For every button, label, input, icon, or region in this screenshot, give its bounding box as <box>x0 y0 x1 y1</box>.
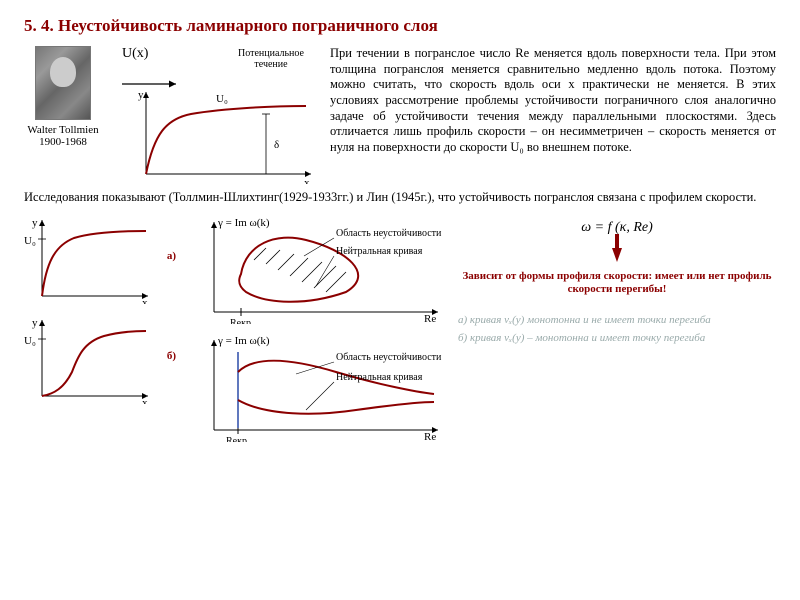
svg-text:Re: Re <box>424 431 436 442</box>
svg-text:Нейтральная кривая: Нейтральная кривая <box>336 372 423 383</box>
svg-text:U₀: U₀ <box>24 335 36 347</box>
velocity-profiles: y x U₀ а) y x U₀ б) <box>24 214 174 404</box>
top-row: Walter Tollmien 1900-1968 U(x) Потенциал… <box>24 46 776 184</box>
svg-text:Область неустойчивости: Область неустойчивости <box>336 352 442 363</box>
u0-label: U₀ <box>216 93 228 105</box>
right-column: ω = f (κ, Re) Зависит от формы профиля с… <box>458 214 776 344</box>
svg-text:x: x <box>142 297 148 304</box>
svg-text:y: y <box>32 217 38 229</box>
y-axis-label: y <box>138 89 144 101</box>
mid-paragraph: Исследования показывают (Толлмин-Шлихтин… <box>24 190 776 206</box>
profile-notes: a) кривая vₓ(y) монотонна и не имеет точ… <box>458 314 776 344</box>
svg-text:x: x <box>142 397 148 404</box>
svg-text:Reкр: Reкр <box>230 318 251 324</box>
svg-text:Нейтральная кривая: Нейтральная кривая <box>336 246 423 257</box>
profile-a-tag: а) <box>167 250 176 262</box>
delta-label: δ <box>274 139 279 151</box>
profile-b-svg: y x U₀ <box>24 314 154 404</box>
potential-flow-label: Потенциальное течение <box>226 48 316 70</box>
svg-text:Re: Re <box>424 313 436 324</box>
main-paragraph: При течении в погранслое число Re меняет… <box>330 46 776 155</box>
neutral-curve-b-svg: γ = Im ω(k) Re Reкр Область неустойчивос… <box>186 332 446 442</box>
bottom-row: y x U₀ а) y x U₀ б) <box>24 214 776 442</box>
portrait-years: 1900-1968 <box>39 136 87 148</box>
svg-text:Область неустойчивости: Область неустойчивости <box>336 228 442 239</box>
note-b: б) кривая vₓ(y) – монотонна и имеет точк… <box>458 332 776 344</box>
top-diagram: U(x) Потенциальное течение y x U₀ δ <box>116 46 316 184</box>
portrait-name: Walter Tollmien <box>27 124 98 136</box>
portrait-column: Walter Tollmien 1900-1968 <box>24 46 102 148</box>
portrait-image <box>35 46 91 120</box>
down-arrow-icon <box>612 248 622 262</box>
page-heading: 5. 4. Неустойчивость ламинарного пограни… <box>24 16 776 36</box>
note-a: a) кривая vₓ(y) монотонна и не имеет точ… <box>458 314 776 326</box>
svg-text:Reкр: Reкр <box>226 436 247 442</box>
x-axis-label: x <box>304 177 310 184</box>
profile-a-svg: y x U₀ <box>24 214 154 304</box>
svg-text:γ = Im ω(k): γ = Im ω(k) <box>217 217 270 229</box>
depends-text: Зависит от формы профиля скорости: имеет… <box>458 270 776 296</box>
neutral-curve-a-svg: γ = Im ω(k) Re Reкр Область неустойчивос… <box>186 214 446 324</box>
svg-text:γ = Im ω(k): γ = Im ω(k) <box>217 335 270 347</box>
svg-text:U₀: U₀ <box>24 235 36 247</box>
svg-text:y: y <box>32 317 38 329</box>
profile-b-tag: б) <box>167 350 176 362</box>
neutral-curves: γ = Im ω(k) Re Reкр Область неустойчивос… <box>186 214 446 442</box>
boundary-layer-svg: y x U₀ δ <box>116 64 316 184</box>
